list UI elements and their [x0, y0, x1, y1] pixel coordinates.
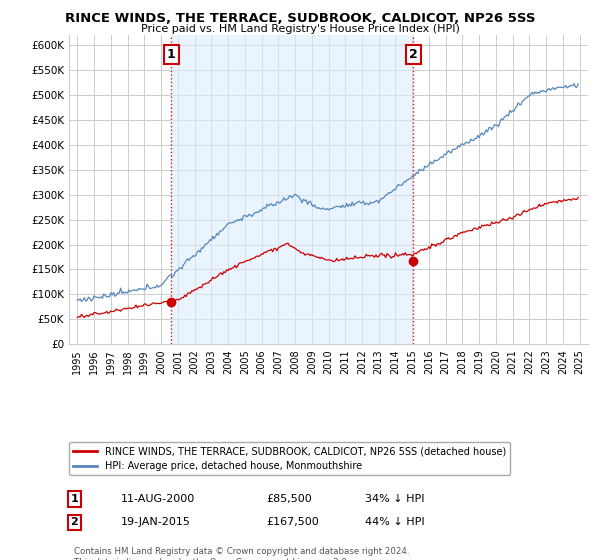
Text: 1: 1	[167, 48, 176, 61]
Text: £85,500: £85,500	[266, 494, 312, 504]
Text: 19-JAN-2015: 19-JAN-2015	[121, 517, 191, 528]
Text: 2: 2	[70, 517, 78, 528]
Text: 2: 2	[409, 48, 418, 61]
Text: 1: 1	[70, 494, 78, 504]
Text: RINCE WINDS, THE TERRACE, SUDBROOK, CALDICOT, NP26 5SS: RINCE WINDS, THE TERRACE, SUDBROOK, CALD…	[65, 12, 535, 25]
Legend: RINCE WINDS, THE TERRACE, SUDBROOK, CALDICOT, NP26 5SS (detached house), HPI: Av: RINCE WINDS, THE TERRACE, SUDBROOK, CALD…	[68, 442, 510, 475]
Text: Price paid vs. HM Land Registry's House Price Index (HPI): Price paid vs. HM Land Registry's House …	[140, 24, 460, 34]
Text: 44% ↓ HPI: 44% ↓ HPI	[365, 517, 424, 528]
Bar	[171, 35, 413, 344]
Text: 11-AUG-2000: 11-AUG-2000	[121, 494, 195, 504]
Text: 34% ↓ HPI: 34% ↓ HPI	[365, 494, 424, 504]
Text: £167,500: £167,500	[266, 517, 319, 528]
Text: Contains HM Land Registry data © Crown copyright and database right 2024.
This d: Contains HM Land Registry data © Crown c…	[74, 547, 410, 560]
